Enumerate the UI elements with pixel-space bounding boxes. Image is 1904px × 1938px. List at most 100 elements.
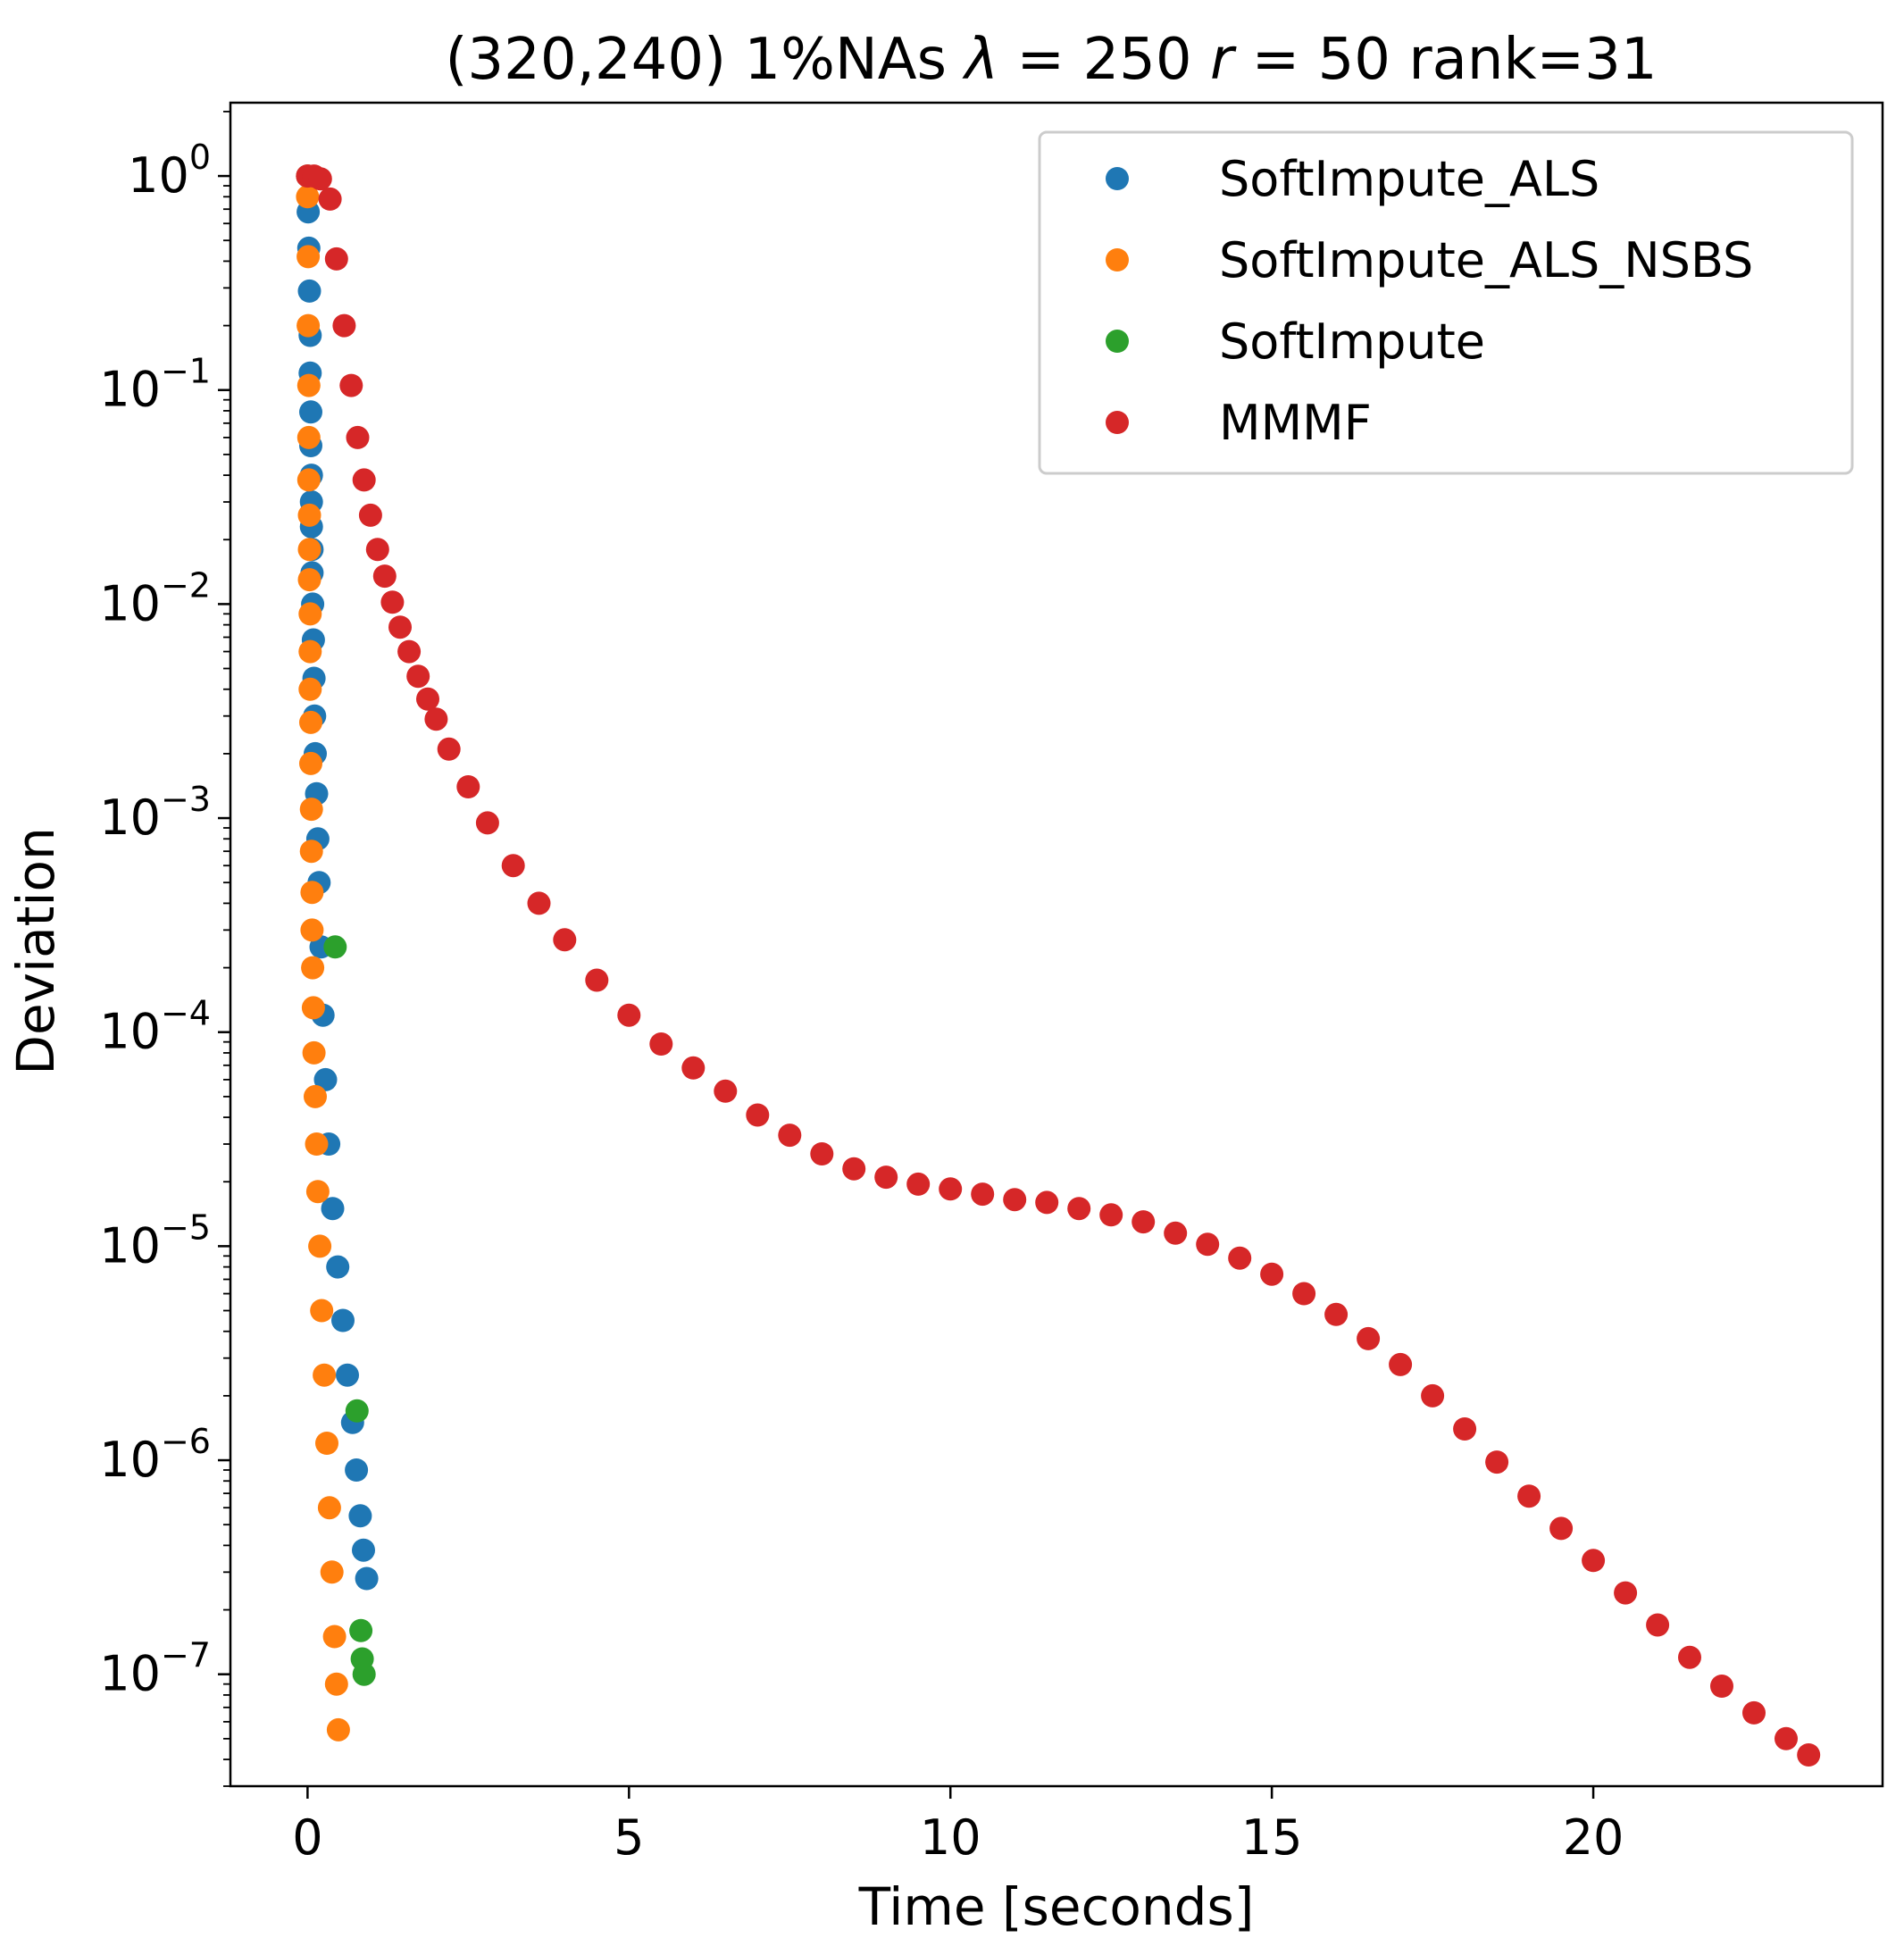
data-point bbox=[842, 1157, 866, 1181]
data-point bbox=[358, 503, 382, 527]
x-tick-label: 15 bbox=[1241, 1809, 1303, 1866]
data-point bbox=[424, 707, 448, 731]
legend: SoftImpute_ALS SoftImpute_ALS_NSBS SoftImp… bbox=[1038, 130, 1854, 475]
data-point bbox=[1485, 1450, 1509, 1474]
data-point bbox=[1775, 1726, 1798, 1750]
data-point bbox=[553, 928, 577, 952]
data-point bbox=[1797, 1743, 1821, 1767]
data-point bbox=[296, 468, 321, 492]
data-point bbox=[345, 1399, 369, 1423]
legend-marker bbox=[1106, 330, 1129, 353]
x-tick-label: 20 bbox=[1563, 1809, 1624, 1866]
data-point bbox=[1389, 1352, 1413, 1376]
data-point bbox=[456, 775, 480, 798]
y-tick-label: 10−2 bbox=[99, 565, 211, 631]
data-point bbox=[313, 1067, 338, 1091]
legend-frame bbox=[1038, 130, 1854, 475]
data-point bbox=[299, 840, 323, 864]
data-point bbox=[299, 751, 322, 775]
data-point bbox=[874, 1165, 898, 1190]
data-point bbox=[1260, 1262, 1284, 1286]
data-point bbox=[1678, 1645, 1701, 1669]
series-2 bbox=[323, 935, 376, 1686]
data-point bbox=[332, 313, 356, 338]
data-point bbox=[380, 590, 405, 614]
data-point bbox=[1292, 1282, 1316, 1306]
data-point bbox=[501, 854, 525, 878]
data-point bbox=[1132, 1210, 1156, 1234]
data-point bbox=[326, 1255, 350, 1279]
data-point bbox=[331, 1308, 355, 1332]
data-point bbox=[296, 373, 321, 397]
data-point bbox=[1099, 1203, 1123, 1227]
y-axis-ticks: 100 10−1 10−2 10−3 10−4 10−5 10−6 10−7 bbox=[99, 111, 230, 1787]
data-point bbox=[1357, 1326, 1381, 1350]
data-point bbox=[297, 568, 322, 592]
y-tick-label: 10−3 bbox=[99, 780, 211, 846]
y-tick-label: 10−6 bbox=[99, 1422, 211, 1488]
data-point bbox=[345, 1458, 369, 1482]
data-point bbox=[317, 1496, 341, 1520]
data-point bbox=[1549, 1516, 1574, 1541]
data-point bbox=[297, 279, 322, 303]
data-point bbox=[1453, 1417, 1477, 1441]
data-point bbox=[527, 891, 551, 915]
data-point bbox=[296, 313, 321, 338]
data-point bbox=[318, 187, 342, 211]
data-point bbox=[355, 1566, 379, 1591]
data-point bbox=[324, 1672, 348, 1696]
x-axis-label: Time [seconds] bbox=[858, 1876, 1255, 1937]
data-point bbox=[714, 1079, 738, 1103]
x-tick-label: 0 bbox=[292, 1809, 322, 1866]
data-point bbox=[388, 615, 412, 639]
data-point bbox=[617, 1003, 641, 1027]
data-point bbox=[300, 881, 324, 905]
data-point bbox=[348, 1504, 372, 1528]
data-point bbox=[1003, 1188, 1027, 1212]
data-point bbox=[320, 1560, 344, 1584]
data-point bbox=[649, 1032, 673, 1056]
data-point bbox=[372, 564, 397, 589]
data-point bbox=[746, 1103, 770, 1127]
x-tick-label: 10 bbox=[920, 1809, 981, 1866]
data-point bbox=[296, 245, 321, 269]
x-axis-ticks: 0 5 10 15 20 bbox=[292, 1786, 1624, 1866]
data-point bbox=[304, 1084, 327, 1108]
data-point bbox=[308, 1234, 332, 1258]
legend-label: SoftImpute bbox=[1219, 313, 1485, 370]
data-point bbox=[778, 1124, 802, 1148]
series-layer bbox=[296, 164, 1821, 1767]
data-point bbox=[310, 1299, 334, 1323]
legend-marker bbox=[1106, 411, 1129, 434]
data-point bbox=[810, 1142, 834, 1165]
data-point bbox=[346, 425, 370, 449]
data-point bbox=[322, 1625, 347, 1649]
y-tick-label: 10−4 bbox=[99, 994, 211, 1060]
data-point bbox=[1067, 1197, 1091, 1221]
data-point bbox=[296, 185, 320, 209]
data-point bbox=[308, 167, 332, 191]
x-tick-label: 5 bbox=[614, 1809, 644, 1866]
data-point bbox=[1614, 1581, 1638, 1605]
y-tick-label: 10−1 bbox=[99, 352, 211, 418]
legend-entries: SoftImpute_ALS SoftImpute_ALS_NSBS SoftImp… bbox=[1106, 151, 1753, 451]
data-point bbox=[301, 956, 325, 980]
data-point bbox=[305, 1180, 330, 1204]
data-point bbox=[1646, 1613, 1670, 1637]
data-point bbox=[1742, 1700, 1766, 1725]
data-point bbox=[585, 968, 609, 992]
data-point bbox=[1035, 1190, 1059, 1215]
data-point bbox=[299, 400, 322, 424]
y-axis-label: Deviation bbox=[5, 827, 66, 1074]
data-point bbox=[297, 503, 322, 527]
plot-area-frame bbox=[229, 101, 1884, 1788]
y-tick-label: 10−7 bbox=[99, 1636, 211, 1702]
data-point bbox=[1228, 1246, 1252, 1270]
series-3 bbox=[296, 164, 1821, 1767]
data-point bbox=[397, 639, 422, 664]
data-point bbox=[1710, 1675, 1733, 1698]
data-point bbox=[297, 538, 322, 562]
data-point bbox=[365, 538, 389, 562]
legend-label: SoftImpute_ALS_NSBS bbox=[1219, 232, 1753, 288]
data-point bbox=[1421, 1383, 1445, 1408]
